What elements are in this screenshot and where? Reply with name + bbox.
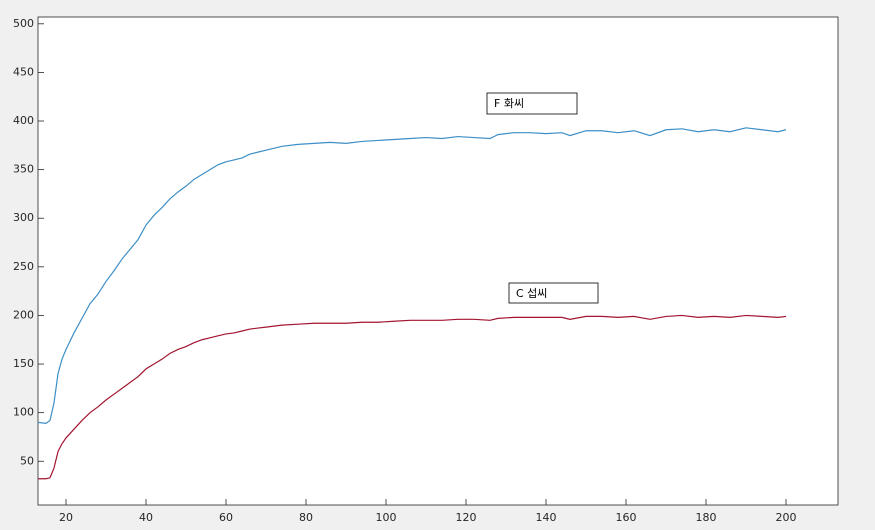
annotation-box	[486, 92, 578, 115]
y-tick-label: 100	[13, 406, 34, 419]
x-tick-label: 180	[696, 511, 717, 524]
data-line	[38, 314, 787, 480]
annotation-text: F 화씨	[494, 97, 524, 110]
y-tick-label: 250	[13, 260, 34, 273]
x-tick-label: 100	[376, 511, 397, 524]
x-tick-label: 140	[536, 511, 557, 524]
y-tick-label: 150	[13, 357, 34, 370]
y-tick-label: 200	[13, 308, 34, 321]
annotation: C 섭씨	[508, 282, 599, 304]
x-tick-label: 40	[139, 511, 153, 524]
y-tick-label: 500	[13, 17, 34, 30]
y-tick-label: 450	[13, 65, 34, 78]
x-tick-label: 200	[776, 511, 797, 524]
y-tick-label: 350	[13, 163, 34, 176]
x-tick-label: 120	[456, 511, 477, 524]
plot-area	[37, 16, 839, 506]
x-tick-label: 60	[219, 511, 233, 524]
x-tick-label: 20	[59, 511, 73, 524]
y-tick-label: 400	[13, 114, 34, 127]
x-tick-label: 80	[299, 511, 313, 524]
annotation-box	[508, 282, 599, 304]
annotation-text: C 섭씨	[516, 287, 547, 300]
y-tick-label: 300	[13, 211, 34, 224]
x-tick-label: 160	[616, 511, 637, 524]
data-line	[37, 127, 787, 424]
annotation: F 화씨	[486, 92, 578, 115]
y-tick-label: 50	[20, 454, 34, 467]
